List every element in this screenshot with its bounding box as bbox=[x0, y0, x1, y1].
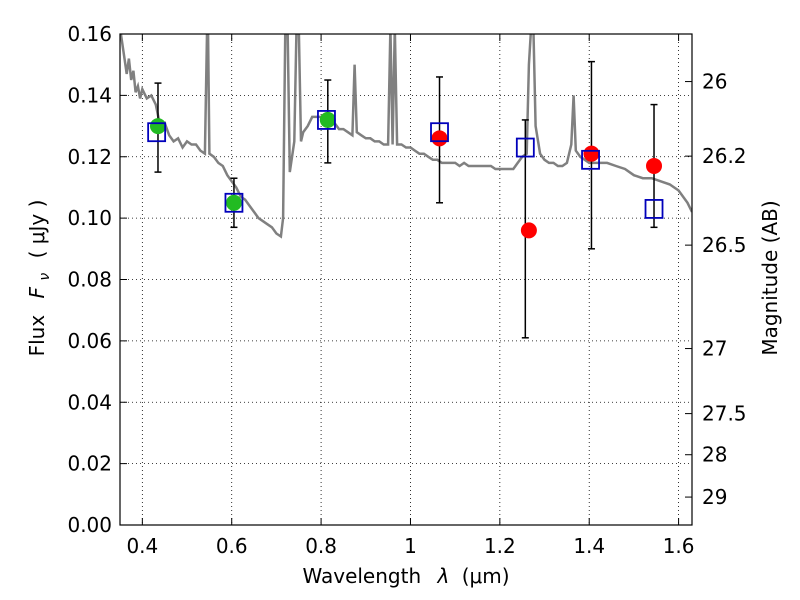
x-tick-label-0: 0.4 bbox=[126, 534, 158, 558]
y2-tick-label-1: 26.2 bbox=[702, 144, 747, 168]
y-axis-label: Flux F ν ( μJy ) bbox=[25, 200, 54, 357]
y-axis-label-unit: ( μJy ) bbox=[25, 200, 49, 259]
red-points bbox=[431, 130, 663, 239]
y-tick-label-8: 0.16 bbox=[67, 22, 112, 46]
model-squares bbox=[147, 110, 664, 219]
green-points bbox=[149, 111, 336, 211]
red-point-2 bbox=[583, 145, 600, 162]
y-axis-label-subscript: ν bbox=[37, 273, 53, 281]
model-square-5 bbox=[581, 149, 600, 170]
red-point-0 bbox=[431, 130, 448, 147]
x-tick-label-6: 1.6 bbox=[663, 534, 695, 558]
x-axis-label-symbol: λ bbox=[437, 564, 450, 588]
x-tick-label-5: 1.4 bbox=[573, 534, 605, 558]
y2-tick-label-4: 27.5 bbox=[702, 402, 747, 426]
model-square-1 bbox=[224, 192, 244, 213]
red-point-1 bbox=[520, 222, 537, 239]
model-square-6 bbox=[644, 199, 664, 219]
y-tick-label-2: 0.04 bbox=[67, 390, 112, 414]
y-axis-label-symbol: F bbox=[25, 286, 49, 298]
x-tick-label-1: 0.6 bbox=[216, 534, 248, 558]
model-spectrum-line bbox=[120, 34, 692, 239]
red-point-3 bbox=[646, 157, 663, 174]
x-axis-label: Wavelength λ (μm) bbox=[302, 564, 509, 588]
x-tick-label-3: 1 bbox=[404, 534, 417, 558]
y-tick-label-7: 0.14 bbox=[67, 83, 112, 107]
green-point-1 bbox=[225, 194, 242, 211]
y-tick-label-3: 0.06 bbox=[67, 329, 112, 353]
y2-axis-ticks: 26 26.2 26.5 27 27.5 28 29 bbox=[685, 70, 747, 509]
y-tick-label-5: 0.10 bbox=[67, 206, 112, 230]
x-tick-label-2: 0.8 bbox=[305, 534, 337, 558]
y-tick-label-6: 0.12 bbox=[67, 145, 112, 169]
x-tick-label-4: 1.2 bbox=[484, 534, 516, 558]
model-square-2 bbox=[317, 110, 336, 130]
y2-tick-label-2: 26.5 bbox=[702, 233, 747, 257]
model-square-0 bbox=[147, 122, 167, 143]
y-tick-label-0: 0.00 bbox=[67, 513, 112, 537]
x-axis-label-unit: (μm) bbox=[462, 564, 510, 588]
model-square-4 bbox=[515, 137, 535, 158]
y-tick-label-1: 0.02 bbox=[67, 452, 112, 476]
y-axis-ticks: 0.00 0.02 0.04 0.06 0.08 0.10 0.12 0.14 0.16 bbox=[67, 22, 127, 537]
x-axis-label-text: Wavelength bbox=[302, 564, 421, 588]
y2-tick-label-6: 29 bbox=[702, 485, 727, 509]
y-axis-label-text: Flux bbox=[25, 315, 49, 357]
y2-tick-label-3: 27 bbox=[702, 337, 727, 361]
y-tick-label-4: 0.08 bbox=[67, 268, 112, 292]
green-point-0 bbox=[149, 118, 166, 135]
x-axis-ticks: 0.4 0.6 0.8 1 1.2 1.4 1.6 bbox=[126, 34, 695, 558]
y2-tick-label-5: 28 bbox=[702, 443, 727, 467]
y2-axis-label: Magnitude (AB) bbox=[758, 200, 782, 355]
model-square-3 bbox=[430, 122, 449, 143]
green-point-2 bbox=[319, 111, 336, 128]
y2-tick-label-0: 26 bbox=[702, 70, 727, 94]
